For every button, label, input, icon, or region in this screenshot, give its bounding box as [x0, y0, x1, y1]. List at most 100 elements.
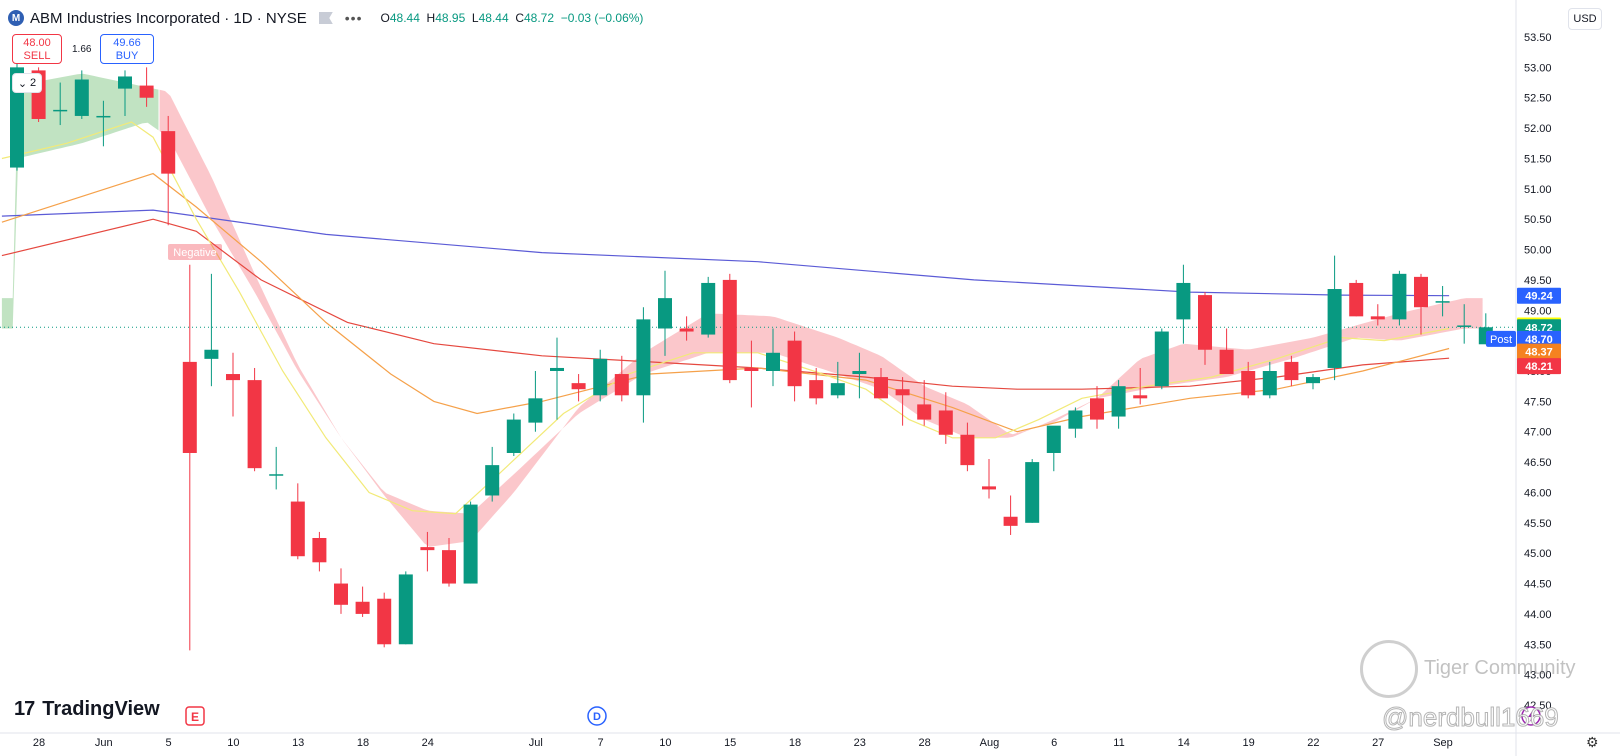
candle-body	[593, 358, 608, 396]
candle-body	[809, 380, 824, 399]
candle-body	[74, 79, 89, 116]
candle-body	[1284, 361, 1299, 381]
candle-body	[1327, 289, 1342, 368]
candle-body	[1025, 462, 1040, 523]
candle-body	[485, 465, 500, 496]
candle-body	[269, 474, 284, 476]
candle-body	[744, 367, 759, 371]
dividend-icon	[587, 706, 607, 726]
x-tick-label: Aug	[980, 737, 1000, 749]
candle-body	[960, 434, 975, 466]
price-label-text: 48.21	[1525, 361, 1553, 373]
candle-body	[1306, 377, 1320, 384]
candle-body	[766, 352, 780, 371]
candle-body	[420, 547, 435, 551]
negative-annotation-text: Negative	[173, 247, 216, 259]
price-label-badge	[1517, 287, 1561, 304]
earnings-label: E	[191, 710, 199, 724]
candle-body	[182, 361, 197, 453]
candle-body	[722, 279, 737, 381]
candle-body	[247, 380, 262, 469]
y-tick-label: 43.50	[1524, 639, 1552, 651]
buy-button[interactable]: 49.66 BUY	[100, 34, 154, 64]
candle-body	[1392, 273, 1407, 320]
flag-icon[interactable]	[318, 12, 333, 24]
negative-annotation	[168, 244, 222, 260]
x-tick-label: 10	[227, 737, 239, 749]
candle-body	[1370, 316, 1385, 320]
x-tick-label: 28	[918, 737, 930, 749]
candle-body	[398, 574, 413, 645]
candle-body	[658, 298, 672, 329]
candle-body	[506, 419, 521, 453]
lightning-glyph	[1528, 710, 1535, 723]
indicators-toggle[interactable]: ⌄ 2	[12, 73, 42, 93]
y-tick-label: 44.00	[1524, 609, 1552, 621]
y-tick-label: 51.00	[1524, 184, 1552, 196]
candle-body	[1198, 295, 1212, 350]
candle-body	[874, 377, 888, 399]
gear-icon[interactable]: ⚙	[1586, 734, 1599, 750]
candle-body	[1457, 325, 1472, 327]
candle-body	[1435, 301, 1450, 303]
x-tick-label: 19	[1242, 737, 1254, 749]
candle-body	[571, 383, 586, 390]
x-tick-label: Jul	[529, 737, 543, 749]
candle-body	[1241, 371, 1256, 396]
price-label-badge	[1517, 358, 1561, 375]
chevron-down-icon: ⌄	[17, 77, 28, 90]
candle-body	[830, 383, 845, 396]
candle-body	[679, 328, 694, 332]
candle-body	[96, 115, 111, 118]
y-tick-label: 50.50	[1524, 214, 1552, 226]
post-badge	[1486, 330, 1516, 347]
tradingview-logo[interactable]: 17 TradingView	[14, 698, 160, 720]
candle-body	[1046, 425, 1061, 453]
candle-body	[312, 538, 327, 563]
x-tick-label: 14	[1178, 737, 1190, 749]
x-tick-label: 10	[659, 737, 671, 749]
candle-body	[204, 349, 219, 359]
x-tick-label: 27	[1372, 737, 1384, 749]
candle-body	[938, 410, 953, 435]
candle-body	[982, 486, 996, 490]
sell-button[interactable]: 48.00 SELL	[12, 34, 62, 64]
candle-body	[550, 367, 564, 371]
candle-body	[1154, 331, 1169, 387]
currency-selector[interactable]: USD	[1568, 8, 1602, 30]
y-tick-label: 45.50	[1524, 518, 1552, 530]
x-tick-label: 22	[1307, 737, 1319, 749]
candle-body	[1111, 386, 1126, 417]
y-tick-label: 44.50	[1524, 579, 1552, 591]
candle-body	[1262, 371, 1277, 396]
y-tick-label: 53.50	[1524, 32, 1552, 44]
candle-body	[442, 550, 456, 584]
candle-body	[53, 109, 68, 112]
price-label-text: 49.24	[1525, 291, 1553, 303]
candle-body	[161, 131, 176, 174]
moving-average-line-0	[1, 209, 1450, 297]
price-label-badge	[1517, 330, 1561, 347]
y-tick-label: 53.00	[1524, 62, 1552, 74]
symbol-title[interactable]: ABM Industries Incorporated · 1D · NYSE	[30, 9, 307, 27]
y-tick-label: 46.50	[1524, 457, 1552, 469]
candle-body	[1349, 282, 1364, 317]
x-tick-label: Jun	[95, 737, 113, 749]
y-tick-label: 43.00	[1524, 670, 1552, 682]
candle-body	[1176, 282, 1191, 320]
y-tick-label: 52.50	[1524, 93, 1552, 105]
more-icon[interactable]: •••	[344, 10, 363, 26]
dividend-label: D	[593, 711, 601, 723]
x-tick-label: 24	[422, 737, 434, 749]
x-tick-label: 5	[166, 737, 172, 749]
y-tick-label: 47.00	[1524, 427, 1552, 439]
candle-body	[1414, 276, 1428, 308]
candle-body	[290, 501, 305, 557]
candle-body	[463, 504, 478, 584]
x-tick-label: 18	[357, 737, 369, 749]
spread-value: 1.66	[72, 44, 92, 55]
y-tick-label: 51.50	[1524, 153, 1552, 165]
candle-body	[226, 374, 240, 381]
y-tick-label: 46.00	[1524, 487, 1552, 499]
